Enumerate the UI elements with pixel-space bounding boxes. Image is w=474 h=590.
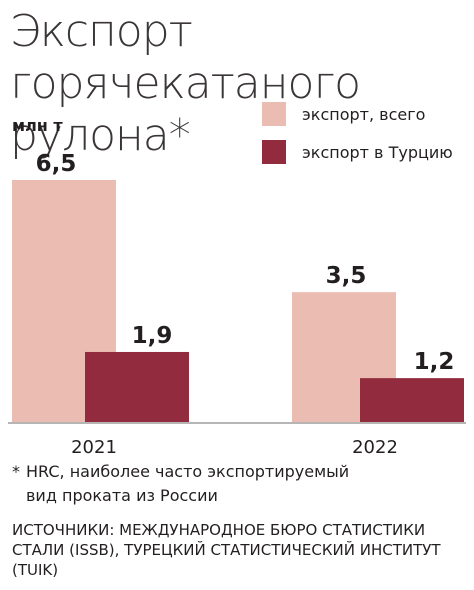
bar-turkey-2022: [360, 378, 464, 423]
legend-swatch-total: [262, 102, 286, 126]
x-tick-label-2021: 2021: [71, 437, 117, 458]
legend-item-turkey: экспорт в Турцию: [262, 137, 453, 167]
bar-turkey-2021: [85, 351, 189, 423]
data-label-turkey-2022: 1,2: [414, 349, 455, 375]
chart-title-line1: Экспорт горячекатаного: [10, 6, 361, 109]
footnote-marker: *: [12, 462, 20, 481]
bar-chart: 6,5 1,9 2021 3,5 1,2 2022: [8, 151, 466, 458]
unit-label: млн т: [12, 116, 63, 135]
chart-title: Экспорт горячекатаного рулона*: [10, 6, 470, 162]
footnote-line1: HRC, наиболее часто экспортируемый: [26, 462, 350, 481]
legend-label-turkey: экспорт в Турцию: [302, 142, 453, 162]
legend: экспорт, всего экспорт в Турцию: [262, 99, 453, 175]
x-tick-label-2022: 2022: [352, 437, 398, 458]
data-label-total-2021: 6,5: [36, 151, 77, 177]
footnote: * HRC, наиболее часто экспортируемый вид …: [12, 460, 462, 508]
sources-text: ИСТОЧНИКИ: МЕЖДУНАРОДНОЕ БЮРО СТАТИСТИКИ…: [12, 521, 441, 579]
chart-title-line2: рулона*: [10, 110, 191, 161]
data-label-turkey-2021: 1,9: [132, 323, 173, 349]
data-label-total-2022: 3,5: [326, 263, 367, 289]
legend-label-total: экспорт, всего: [302, 104, 426, 124]
footnote-line2: вид проката из России: [26, 486, 218, 505]
legend-item-total: экспорт, всего: [262, 99, 453, 129]
legend-swatch-turkey: [262, 140, 286, 164]
